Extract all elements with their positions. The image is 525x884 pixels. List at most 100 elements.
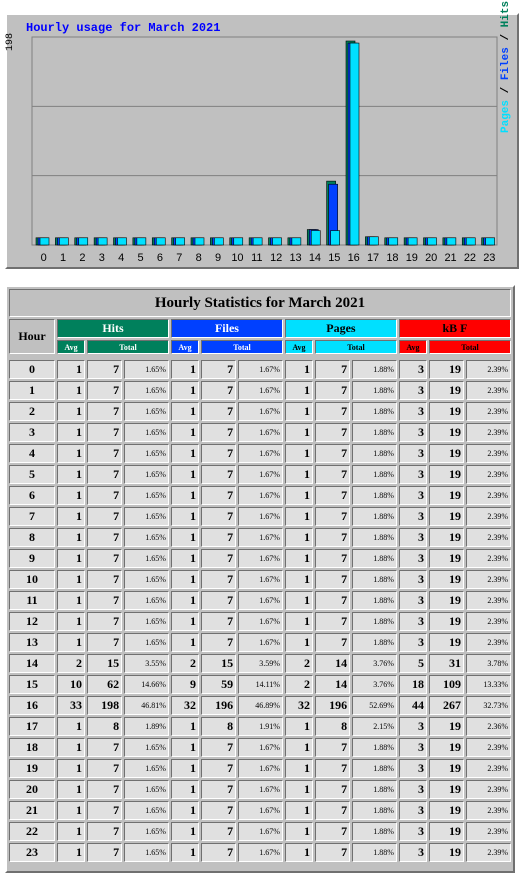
x-tick-label: 17 bbox=[367, 252, 379, 264]
kbf-avg-cell: 3 bbox=[398, 507, 427, 526]
pages-avg-cell: 1 bbox=[284, 570, 313, 589]
hits-percent-cell: 1.65% bbox=[124, 801, 169, 820]
hits-total-cell: 7 bbox=[87, 801, 123, 820]
table-row: 7 1 7 1.65% 1 7 1.67% 1 7 1.88% 3 19 2.39% bbox=[9, 507, 511, 526]
pages-percent-cell: 52.69% bbox=[352, 696, 397, 715]
table-row: 6 1 7 1.65% 1 7 1.67% 1 7 1.88% 3 19 2.39% bbox=[9, 486, 511, 505]
kbf-avg-cell: 3 bbox=[398, 444, 427, 463]
kbf-total-cell: 19 bbox=[428, 507, 465, 526]
pages-percent-cell: 1.88% bbox=[352, 738, 397, 757]
pages-total-cell: 7 bbox=[314, 633, 351, 652]
legend-sep-1: / bbox=[500, 80, 512, 100]
kbf-avg-cell: 3 bbox=[398, 759, 427, 778]
kbf-percent-cell: 2.39% bbox=[466, 633, 511, 652]
hits-percent-cell: 1.65% bbox=[124, 843, 169, 862]
hour-cell: 21 bbox=[9, 801, 55, 820]
kbf-avg-cell: 3 bbox=[398, 549, 427, 568]
pages-total-cell: 7 bbox=[314, 738, 351, 757]
files-avg-cell: 1 bbox=[170, 444, 200, 463]
pages-total-cell: 7 bbox=[314, 759, 351, 778]
kbf-total-cell: 31 bbox=[428, 654, 465, 673]
kbf-avg-cell: 5 bbox=[398, 654, 427, 673]
pages-bar bbox=[446, 237, 457, 246]
pages-total-cell: 7 bbox=[314, 444, 351, 463]
pages-bar bbox=[252, 237, 263, 246]
hits-avg-cell: 1 bbox=[57, 423, 86, 442]
files-percent-cell: 1.67% bbox=[238, 843, 283, 862]
files-total-cell: 7 bbox=[201, 360, 237, 379]
pages-percent-cell: 1.88% bbox=[352, 570, 397, 589]
hits-avg-cell: 1 bbox=[57, 738, 86, 757]
files-total-cell: 196 bbox=[201, 696, 237, 715]
kbf-percent-cell: 2.39% bbox=[466, 822, 511, 841]
kbf-avg-cell: 3 bbox=[398, 570, 427, 589]
header-separator bbox=[9, 356, 511, 358]
kbf-avg-cell: 3 bbox=[398, 465, 427, 484]
files-avg-cell: 1 bbox=[170, 780, 200, 799]
files-percent-cell: 1.67% bbox=[238, 759, 283, 778]
files-percent-cell: 1.67% bbox=[238, 465, 283, 484]
files-avg-cell: 1 bbox=[170, 507, 200, 526]
hits-total-cell: 62 bbox=[87, 675, 123, 694]
kbf-percent-cell: 32.73% bbox=[466, 696, 511, 715]
pages-bar bbox=[272, 237, 282, 246]
pages-percent-cell: 1.88% bbox=[352, 612, 397, 631]
files-avg-cell: 1 bbox=[170, 612, 200, 631]
kbf-avg-cell: 3 bbox=[398, 402, 427, 421]
hits-avg-cell: 10 bbox=[57, 675, 86, 694]
hits-total-cell: 7 bbox=[87, 843, 123, 862]
hits-percent-cell: 1.65% bbox=[124, 507, 169, 526]
hits-percent-cell: 1.65% bbox=[124, 570, 169, 589]
files-avg-cell: 1 bbox=[170, 423, 200, 442]
pages-bar bbox=[117, 237, 127, 246]
hits-percent-cell: 1.65% bbox=[124, 423, 169, 442]
kbf-percent-cell: 2.39% bbox=[466, 381, 511, 400]
pages-bar bbox=[214, 237, 224, 246]
kbf-avg-cell: 3 bbox=[398, 528, 427, 547]
hits-total-cell: 7 bbox=[87, 423, 123, 442]
pages-bar bbox=[59, 237, 69, 246]
pages-bar bbox=[97, 237, 108, 246]
files-percent-cell: 1.91% bbox=[238, 717, 283, 736]
hour-cell: 8 bbox=[9, 528, 55, 547]
files-percent-cell: 1.67% bbox=[238, 780, 283, 799]
files-total-cell: 15 bbox=[201, 654, 237, 673]
table-row: 20 1 7 1.65% 1 7 1.67% 1 7 1.88% 3 19 2.39% bbox=[9, 780, 511, 799]
pages-total-cell: 7 bbox=[314, 549, 351, 568]
files-percent-cell: 1.67% bbox=[238, 507, 283, 526]
hits-avg-cell: 1 bbox=[57, 759, 86, 778]
pages-bar bbox=[194, 237, 205, 246]
pages-percent-cell: 3.76% bbox=[352, 675, 397, 694]
hour-cell: 18 bbox=[9, 738, 55, 757]
table-row: 21 1 7 1.65% 1 7 1.67% 1 7 1.88% 3 19 2.39% bbox=[9, 801, 511, 820]
files-percent-cell: 3.59% bbox=[238, 654, 283, 673]
pages-total-cell: 7 bbox=[314, 423, 351, 442]
files-avg-cell: 1 bbox=[170, 402, 200, 421]
hourly-usage-chart: 0 1 2 3 4 5 6 7 8 9 10 11 12 13 14 15 16 17 18 19 20 21 22 23 H… bbox=[5, 1, 519, 269]
pages-avg-cell: 1 bbox=[284, 591, 313, 610]
kbf-total-cell: 19 bbox=[428, 780, 465, 799]
files-percent-cell: 1.67% bbox=[238, 486, 283, 505]
pages-percent-cell: 1.88% bbox=[352, 381, 397, 400]
hits-avg-cell: 1 bbox=[57, 486, 86, 505]
pages-bar bbox=[407, 237, 418, 246]
files-total-cell: 7 bbox=[201, 801, 237, 820]
pages-avg-cell: 1 bbox=[284, 759, 313, 778]
kbf-total-cell: 19 bbox=[428, 444, 465, 463]
hits-total-cell: 8 bbox=[87, 717, 123, 736]
chart-y-max-label: 198 bbox=[5, 32, 16, 51]
files-avg-cell: 1 bbox=[170, 549, 200, 568]
hits-avg-cell: 1 bbox=[57, 843, 86, 862]
pages-bar bbox=[427, 237, 437, 246]
pages-bar bbox=[39, 237, 50, 246]
kbf-percent-cell: 2.39% bbox=[466, 612, 511, 631]
kbf-percent-cell: 2.39% bbox=[466, 423, 511, 442]
table-row: 16 33 198 46.81% 32 196 46.89% 32 196 52.69% 44 267… bbox=[9, 696, 511, 715]
files-avg-cell: 1 bbox=[170, 465, 200, 484]
files-percent-cell: 1.67% bbox=[238, 612, 283, 631]
hits-percent-cell: 1.65% bbox=[124, 465, 169, 484]
legend-files: Files bbox=[500, 47, 512, 81]
hits-total-cell: 7 bbox=[87, 528, 123, 547]
x-tick-label: 21 bbox=[444, 252, 456, 264]
files-percent-cell: 1.67% bbox=[238, 822, 283, 841]
